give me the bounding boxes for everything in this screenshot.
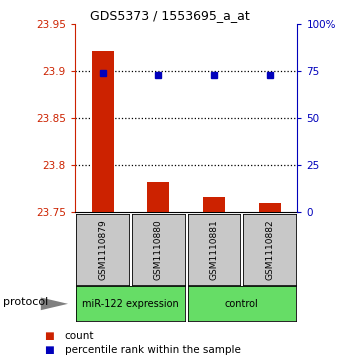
- Text: ■: ■: [44, 345, 54, 355]
- Bar: [203, 197, 225, 212]
- Text: miR-122 expression: miR-122 expression: [82, 299, 179, 309]
- Text: percentile rank within the sample: percentile rank within the sample: [65, 345, 240, 355]
- Text: protocol: protocol: [3, 297, 49, 307]
- Bar: [147, 182, 169, 212]
- Text: count: count: [65, 331, 94, 341]
- Text: GSM1110882: GSM1110882: [265, 219, 274, 280]
- Bar: [258, 203, 281, 212]
- Text: GSM1110880: GSM1110880: [154, 219, 163, 280]
- Text: GSM1110879: GSM1110879: [98, 219, 107, 280]
- Polygon shape: [41, 298, 68, 310]
- Bar: [91, 51, 114, 212]
- Text: GDS5373 / 1553695_a_at: GDS5373 / 1553695_a_at: [90, 9, 250, 22]
- Text: control: control: [225, 299, 259, 309]
- Text: GSM1110881: GSM1110881: [209, 219, 219, 280]
- Text: ■: ■: [44, 331, 54, 341]
